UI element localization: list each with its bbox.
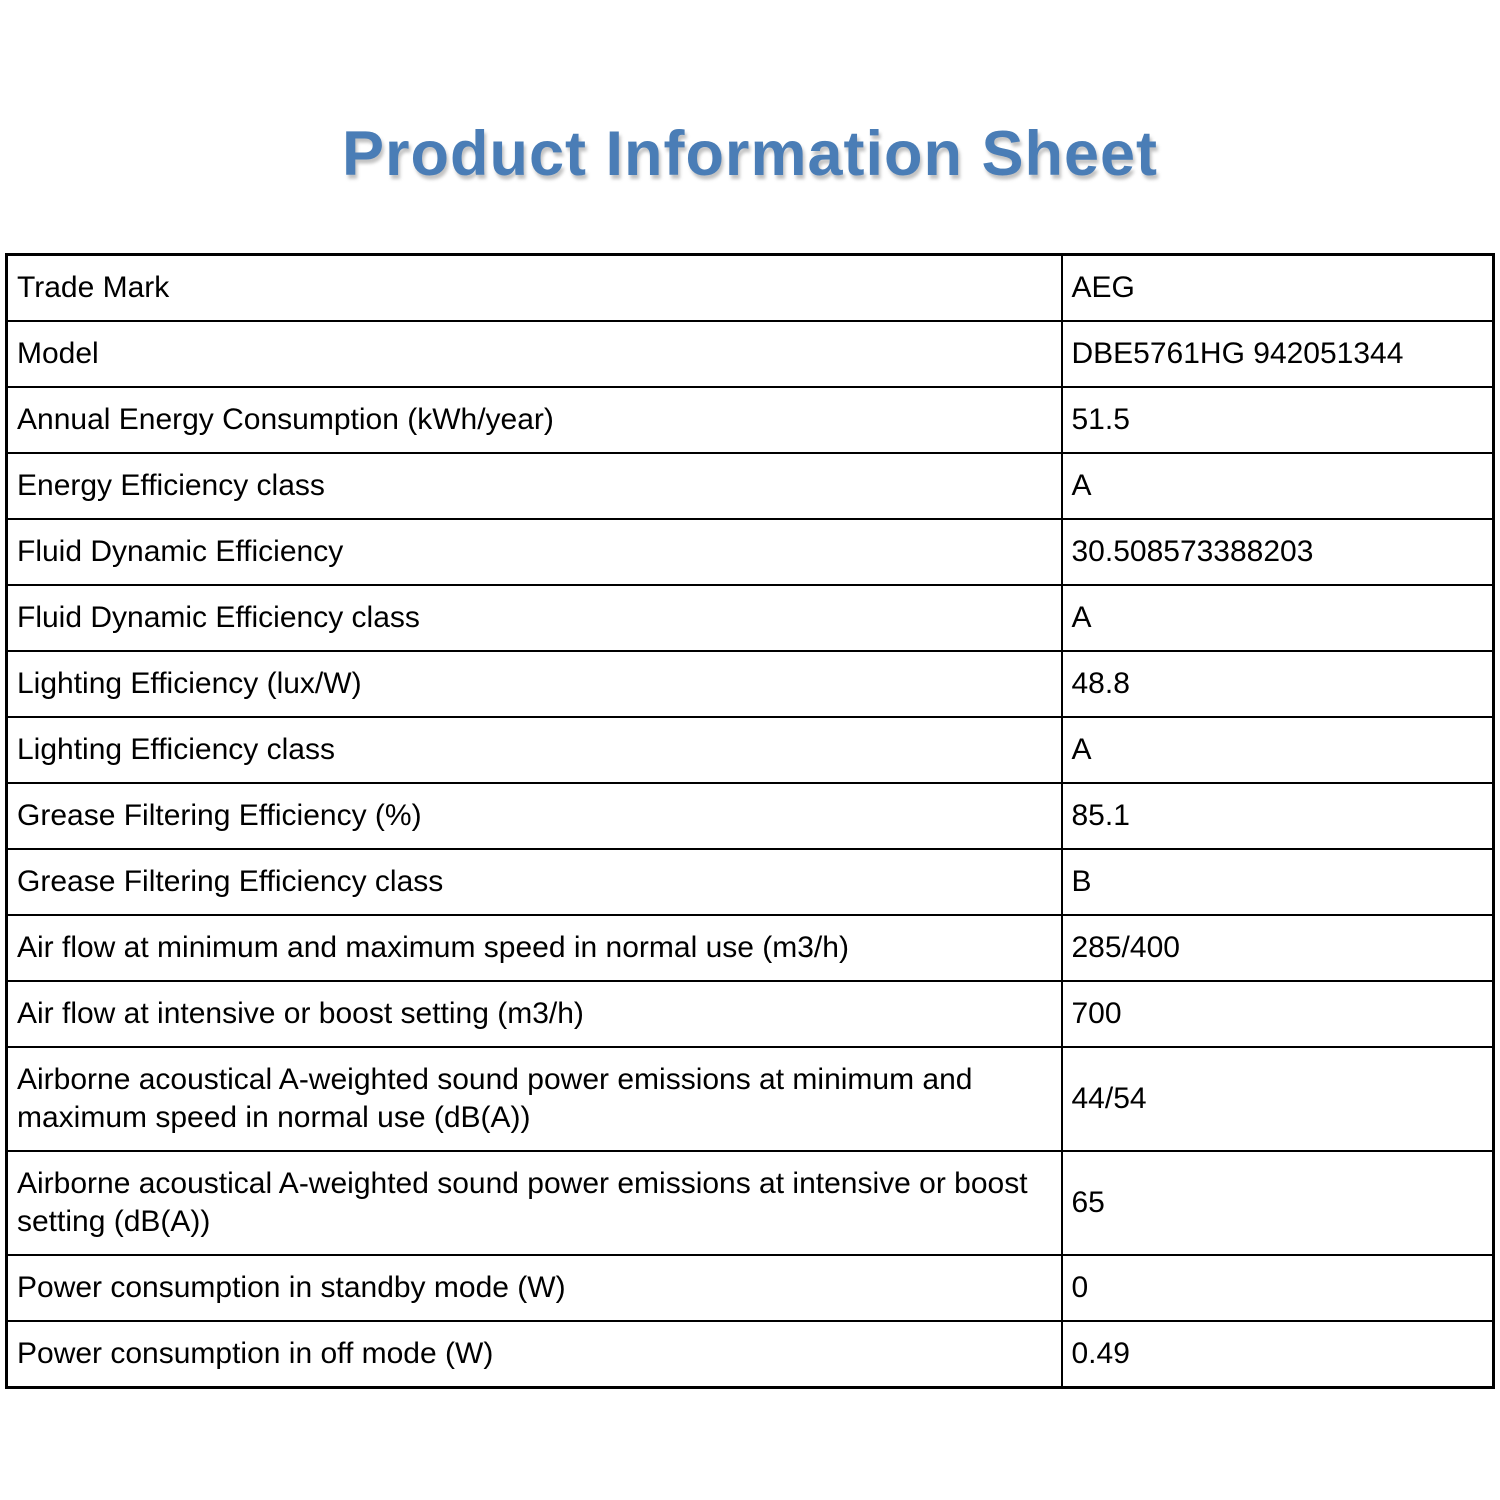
table-row: Trade Mark AEG: [5, 253, 1495, 322]
spec-label-cell: Annual Energy Consumption (kWh/year): [5, 386, 1063, 454]
table-row: Lighting Efficiency class A: [5, 716, 1495, 784]
spec-value-cell: 51.5: [1060, 386, 1495, 454]
spec-label-cell: Air flow at minimum and maximum speed in…: [5, 914, 1063, 982]
spec-label-cell: Power consumption in standby mode (W): [5, 1254, 1063, 1322]
spec-label-cell: Airborne acoustical A-weighted sound pow…: [5, 1046, 1063, 1152]
spec-label-cell: Energy Efficiency class: [5, 452, 1063, 520]
spec-label-cell: Air flow at intensive or boost setting (…: [5, 980, 1063, 1048]
table-row: Lighting Efficiency (lux/W) 48.8: [5, 650, 1495, 718]
table-row: Grease Filtering Efficiency class B: [5, 848, 1495, 916]
spec-value-cell: 0.49: [1060, 1320, 1495, 1389]
page-title: Product Information Sheet: [341, 119, 1159, 189]
spec-label-cell: Fluid Dynamic Efficiency: [5, 518, 1063, 586]
spec-value-cell: 48.8: [1060, 650, 1495, 718]
table-row: Energy Efficiency class A: [5, 452, 1495, 520]
spec-value-cell: A: [1060, 452, 1495, 520]
spec-value-cell: 65: [1060, 1150, 1495, 1256]
spec-table-body: Trade Mark AEG Model DBE5761HG 942051344…: [5, 253, 1495, 1389]
spec-value-cell: A: [1060, 716, 1495, 784]
table-row: Airborne acoustical A-weighted sound pow…: [5, 1046, 1495, 1152]
spec-value-cell: 0: [1060, 1254, 1495, 1322]
spec-label-cell: Lighting Efficiency class: [5, 716, 1063, 784]
spec-value-cell: AEG: [1060, 253, 1495, 322]
table-row: Power consumption in standby mode (W) 0: [5, 1254, 1495, 1322]
product-spec-table: Trade Mark AEG Model DBE5761HG 942051344…: [5, 253, 1495, 1389]
spec-label-cell: Trade Mark: [5, 253, 1063, 322]
spec-value-cell: 285/400: [1060, 914, 1495, 982]
table-row: Power consumption in off mode (W) 0.49: [5, 1320, 1495, 1389]
spec-value-cell: 700: [1060, 980, 1495, 1048]
table-row: Air flow at minimum and maximum speed in…: [5, 914, 1495, 982]
spec-label-cell: Grease Filtering Efficiency class: [5, 848, 1063, 916]
table-row: Annual Energy Consumption (kWh/year) 51.…: [5, 386, 1495, 454]
spec-label-cell: Grease Filtering Efficiency (%): [5, 782, 1063, 850]
spec-value-cell: A: [1060, 584, 1495, 652]
spec-label-cell: Power consumption in off mode (W): [5, 1320, 1063, 1389]
table-row: Fluid Dynamic Efficiency 30.508573388203: [5, 518, 1495, 586]
spec-label-cell: Airborne acoustical A-weighted sound pow…: [5, 1150, 1063, 1256]
table-row: Airborne acoustical A-weighted sound pow…: [5, 1150, 1495, 1256]
table-row: Model DBE5761HG 942051344: [5, 320, 1495, 388]
spec-label-cell: Fluid Dynamic Efficiency class: [5, 584, 1063, 652]
spec-value-cell: DBE5761HG 942051344: [1060, 320, 1495, 388]
spec-value-cell: 85.1: [1060, 782, 1495, 850]
table-row: Air flow at intensive or boost setting (…: [5, 980, 1495, 1048]
spec-label-cell: Model: [5, 320, 1063, 388]
spec-label-cell: Lighting Efficiency (lux/W): [5, 650, 1063, 718]
table-row: Grease Filtering Efficiency (%) 85.1: [5, 782, 1495, 850]
spec-value-cell: 44/54: [1060, 1046, 1495, 1152]
spec-value-cell: B: [1060, 848, 1495, 916]
table-row: Fluid Dynamic Efficiency class A: [5, 584, 1495, 652]
spec-value-cell: 30.508573388203: [1060, 518, 1495, 586]
